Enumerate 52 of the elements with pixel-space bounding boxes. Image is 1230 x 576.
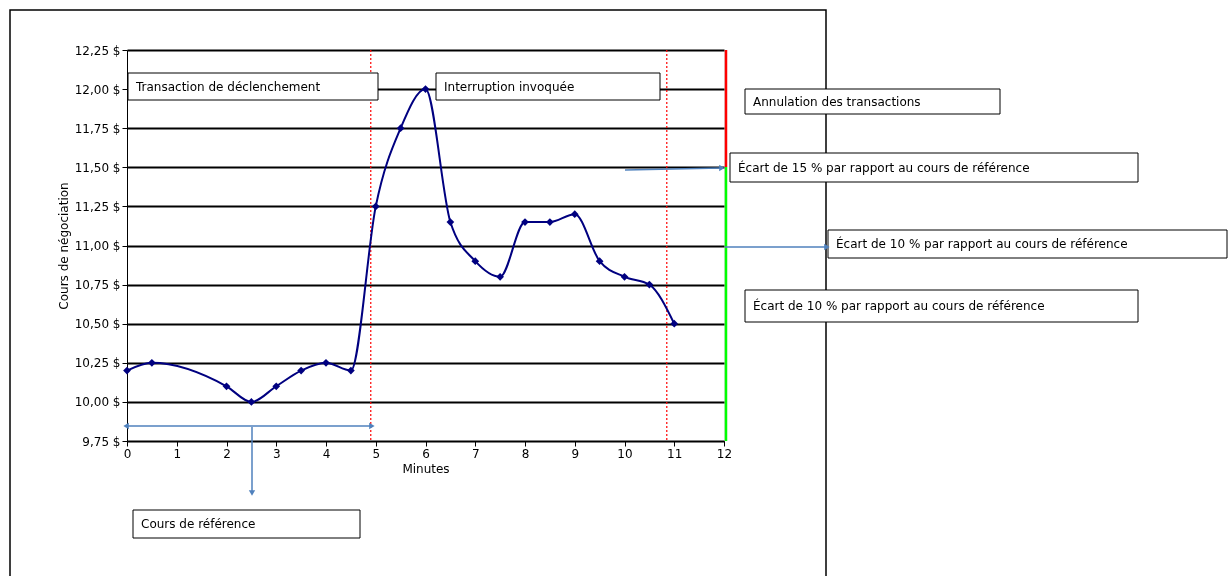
point — [371, 202, 380, 211]
text: Écart de 15 % par rapport au cours de référence — [738, 159, 1030, 175]
y-axis-title: Cours de négociation — [56, 182, 71, 310]
x-tick-label: 4 — [322, 446, 331, 461]
x-tick-label: 12 — [716, 446, 733, 461]
x-tick-label: 3 — [272, 446, 281, 461]
point — [222, 382, 231, 391]
x-tick-label: 8 — [521, 446, 530, 461]
point — [421, 85, 430, 93]
y-tick-label: 10,50 $ — [74, 317, 121, 332]
y-tick-label: 11,00 $ — [74, 239, 121, 253]
annotation: Interruption invoquée — [444, 79, 575, 94]
point — [620, 272, 629, 281]
x-tick-label: 11 — [667, 446, 683, 461]
x-tick-label: 0 — [123, 446, 132, 461]
point — [496, 272, 504, 281]
y-tick-label: 11,75 $ — [74, 121, 121, 136]
x-tick-label: 9 — [571, 446, 580, 461]
y-tick-label: 11,25 $ — [74, 199, 121, 214]
point — [396, 124, 405, 133]
point — [297, 366, 305, 375]
point — [645, 280, 654, 289]
y-tick-label: 11,50 $ — [74, 160, 121, 175]
y-tick-label: 10,25 $ — [74, 356, 121, 371]
point — [322, 358, 330, 367]
text: Écart de 10 % par rapport au cours de référence — [753, 298, 1045, 313]
point — [272, 382, 281, 391]
y-tick-label: 12,25 $ — [74, 43, 121, 58]
point — [446, 218, 455, 226]
point — [595, 257, 604, 266]
point — [347, 366, 355, 375]
x-tick-label: 2 — [223, 446, 231, 461]
y-tick-label: 12,00 $ — [74, 82, 121, 97]
y-tick-label: 10,75 $ — [74, 278, 121, 293]
y-tick-label: 10,00 $ — [74, 395, 121, 410]
y-tick-label: 9,75 $ — [82, 434, 121, 449]
x-tick-label: 5 — [372, 446, 381, 461]
annotation: Transaction de déclenchement — [135, 79, 321, 94]
x-tick-label: 6 — [422, 446, 430, 461]
x-tick-label: 7 — [471, 446, 480, 461]
x-tick-label: 1 — [173, 446, 182, 461]
point — [148, 358, 156, 367]
point — [570, 210, 579, 219]
point — [670, 319, 679, 328]
x-axis-title: Minutes — [402, 461, 450, 476]
text: Annulation des transactions — [753, 94, 921, 109]
text: Cours de référence — [141, 517, 256, 531]
text: Écart de 10 % par rapport au cours de référence — [836, 236, 1128, 251]
point — [546, 218, 554, 226]
x-tick-label: 10 — [617, 446, 633, 461]
point — [247, 398, 256, 406]
point — [471, 257, 480, 266]
